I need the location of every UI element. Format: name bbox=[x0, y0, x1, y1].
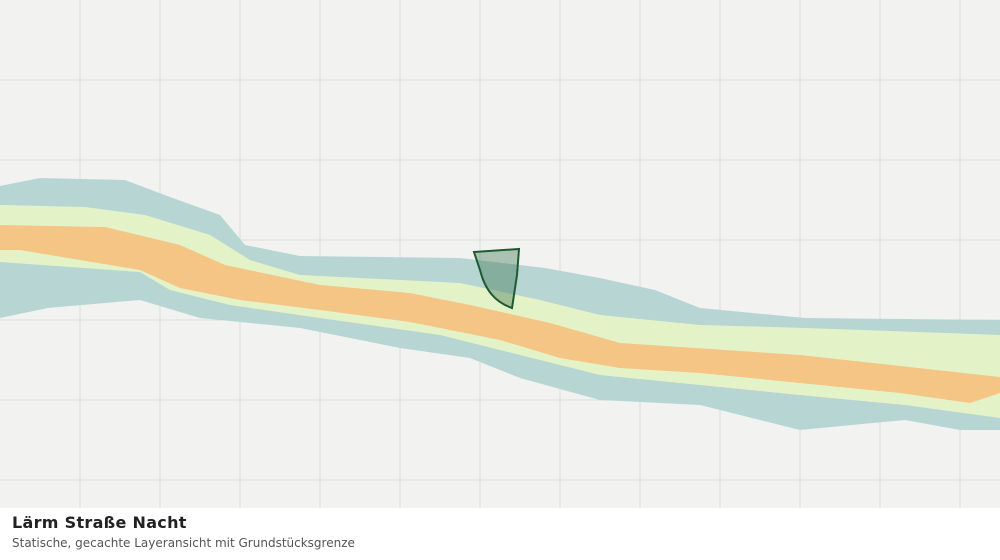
tile-grid bbox=[0, 0, 1000, 508]
caption: Lärm Straße Nacht Statische, gecachte La… bbox=[12, 513, 355, 550]
layer-title: Lärm Straße Nacht bbox=[12, 513, 187, 532]
parcel-boundary[interactable] bbox=[472, 247, 521, 310]
noise-band-high bbox=[0, 225, 1000, 403]
map-view bbox=[0, 0, 1000, 508]
layer-subtitle: Statische, gecachte Layeransicht mit Gru… bbox=[12, 536, 355, 550]
